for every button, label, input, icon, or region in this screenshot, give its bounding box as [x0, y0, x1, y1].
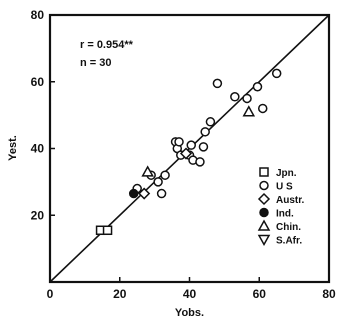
- legend-label: U S: [276, 182, 293, 193]
- y-tick-label: 40: [31, 142, 45, 156]
- data-point: [153, 177, 163, 187]
- data-point: [242, 93, 252, 104]
- data-point: [271, 68, 282, 79]
- data-point: [141, 165, 154, 177]
- x-tick-label: 20: [113, 287, 127, 301]
- legend-marker: [257, 219, 271, 231]
- data-point: [174, 137, 184, 147]
- data-point: [200, 127, 210, 137]
- legend-label: Ind.: [276, 209, 294, 220]
- y-tick-label: 20: [31, 208, 45, 222]
- legend-marker: [257, 234, 271, 247]
- x-tick-label: 80: [322, 287, 336, 301]
- y-tick-label: 80: [31, 8, 45, 22]
- legend-marker: [259, 167, 269, 177]
- data-point: [230, 92, 240, 102]
- legend-marker: [259, 207, 269, 218]
- y-tick-label: 60: [31, 75, 45, 89]
- legend-label: S.Afr.: [276, 236, 302, 247]
- legend-label: Jpn.: [276, 168, 297, 179]
- legend-label: Austr.: [276, 195, 305, 206]
- data-point: [252, 82, 263, 92]
- legend: Jpn. U S Austr. Ind. Chin. S.Afr.: [257, 167, 305, 247]
- x-ticks: 0 20 40 60 80: [47, 277, 336, 301]
- data-point: [160, 170, 170, 180]
- legend-marker: [257, 192, 271, 206]
- y-ticks: 20 40 60 80: [31, 8, 55, 222]
- y-axis-label: Yest.: [7, 135, 19, 161]
- legend-label: Chin.: [276, 222, 301, 233]
- data-point: [138, 187, 151, 200]
- data-points: [95, 68, 282, 236]
- legend-marker: [259, 180, 269, 191]
- data-point: [198, 142, 209, 152]
- data-point: [212, 78, 223, 89]
- data-point: [156, 188, 167, 199]
- data-point: [179, 147, 193, 160]
- data-point: [128, 188, 139, 199]
- x-tick-label: 60: [253, 287, 267, 301]
- data-point: [242, 105, 256, 117]
- data-point: [205, 117, 216, 127]
- x-axis-label: Yobs.: [175, 307, 204, 319]
- x-tick-label: 0: [47, 287, 54, 301]
- x-tick-label: 40: [183, 287, 197, 301]
- data-point: [195, 157, 205, 167]
- sample-size-annotation: n = 30: [80, 57, 112, 69]
- correlation-annotation: r = 0.954**: [80, 39, 134, 51]
- data-point: [257, 103, 268, 114]
- data-point: [186, 140, 196, 150]
- data-point: [102, 225, 113, 236]
